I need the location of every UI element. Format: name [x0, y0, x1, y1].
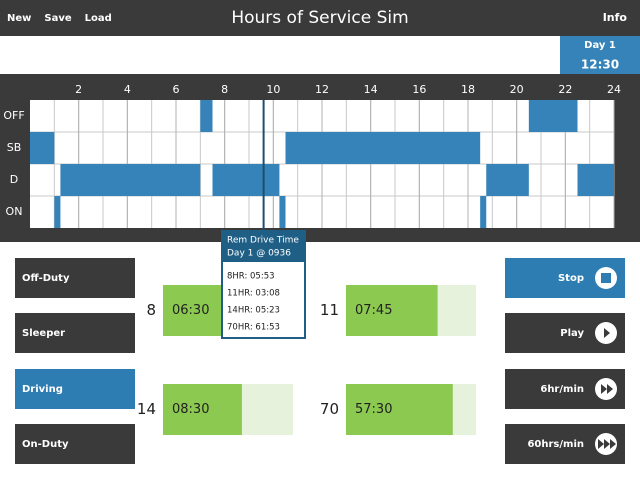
menu-item[interactable]: Load	[85, 13, 112, 24]
x-tick-label: 22	[558, 83, 572, 96]
tooltip-line: 70HR: 61:53	[227, 323, 280, 333]
gauge-value: 57:30	[355, 402, 392, 417]
tooltip-header	[222, 231, 305, 262]
status-button-label[interactable]: Driving	[22, 384, 63, 395]
control-label[interactable]: 6hr/min	[540, 384, 584, 395]
gauge-limit: 14	[137, 400, 156, 418]
gauge-value: 07:45	[355, 303, 392, 318]
duty-segment	[486, 164, 529, 196]
gauge-limit: 70	[320, 400, 339, 418]
gauge-limit: 8	[146, 301, 156, 319]
status-button-label[interactable]: Off-Duty	[22, 273, 70, 284]
x-tick-label: 6	[173, 83, 180, 96]
x-tick-label: 24	[607, 83, 621, 96]
menu-item[interactable]: New	[7, 13, 31, 24]
status-button[interactable]	[15, 369, 135, 409]
clock-box	[560, 36, 640, 74]
gauge-value: 08:30	[172, 402, 209, 417]
duty-segment	[528, 100, 578, 132]
status-button-label[interactable]: On-Duty	[22, 439, 69, 450]
clock-day: Day 1	[584, 40, 616, 51]
stop-icon	[601, 273, 611, 283]
gauge-value: 06:30	[172, 303, 209, 318]
control-icon	[604, 439, 610, 449]
status-button-label[interactable]: Sleeper	[22, 328, 65, 339]
control-icon	[607, 384, 613, 394]
duty-segment	[30, 132, 55, 164]
duty-segment	[285, 132, 481, 164]
control-label[interactable]: Play	[560, 328, 584, 339]
control-icon	[598, 439, 604, 449]
duty-segment	[279, 196, 286, 228]
x-tick-label: 4	[124, 83, 131, 96]
x-tick-label: 8	[221, 83, 228, 96]
menu-item[interactable]: Save	[44, 13, 71, 24]
control-icon	[610, 439, 616, 449]
x-tick-label: 14	[364, 83, 378, 96]
row-label: D	[10, 173, 18, 186]
gauge-fill	[346, 285, 438, 336]
top-bar	[0, 0, 640, 36]
gauge-limit: 11	[320, 301, 339, 319]
control-label[interactable]: Stop	[558, 273, 584, 284]
status-button[interactable]	[15, 313, 135, 353]
tooltip-title: Rem Drive Time	[227, 236, 299, 246]
duty-segment	[212, 164, 280, 196]
duty-segment	[480, 196, 487, 228]
row-label: OFF	[3, 109, 24, 122]
duty-segment	[577, 164, 614, 196]
x-tick-label: 16	[412, 83, 426, 96]
x-tick-label: 18	[461, 83, 475, 96]
app-title: Hours of Service Sim	[231, 8, 408, 28]
row-label: SB	[7, 141, 22, 154]
x-tick-label: 2	[75, 83, 82, 96]
duty-segment	[60, 164, 201, 196]
tooltip-subtitle: Day 1 @ 0936	[227, 249, 291, 259]
x-tick-label: 12	[315, 83, 329, 96]
clock-time: 12:30	[581, 58, 619, 72]
control-label[interactable]: 60hrs/min	[527, 439, 584, 450]
duty-segment	[200, 100, 213, 132]
duty-segment	[54, 196, 61, 228]
tooltip-line: 11HR: 03:08	[227, 289, 280, 299]
x-tick-label: 10	[266, 83, 280, 96]
status-button[interactable]	[15, 424, 135, 464]
gauge-fill	[346, 384, 453, 435]
control-icon	[601, 384, 607, 394]
x-tick-label: 20	[510, 83, 524, 96]
control-icon	[604, 328, 610, 338]
tooltip-line: 14HR: 05:23	[227, 306, 280, 316]
info-button[interactable]: Info	[603, 11, 628, 24]
gauge-fill	[163, 384, 242, 435]
row-label: ON	[6, 205, 23, 218]
tooltip-line: 8HR: 05:53	[227, 272, 275, 282]
status-button[interactable]	[15, 258, 135, 298]
